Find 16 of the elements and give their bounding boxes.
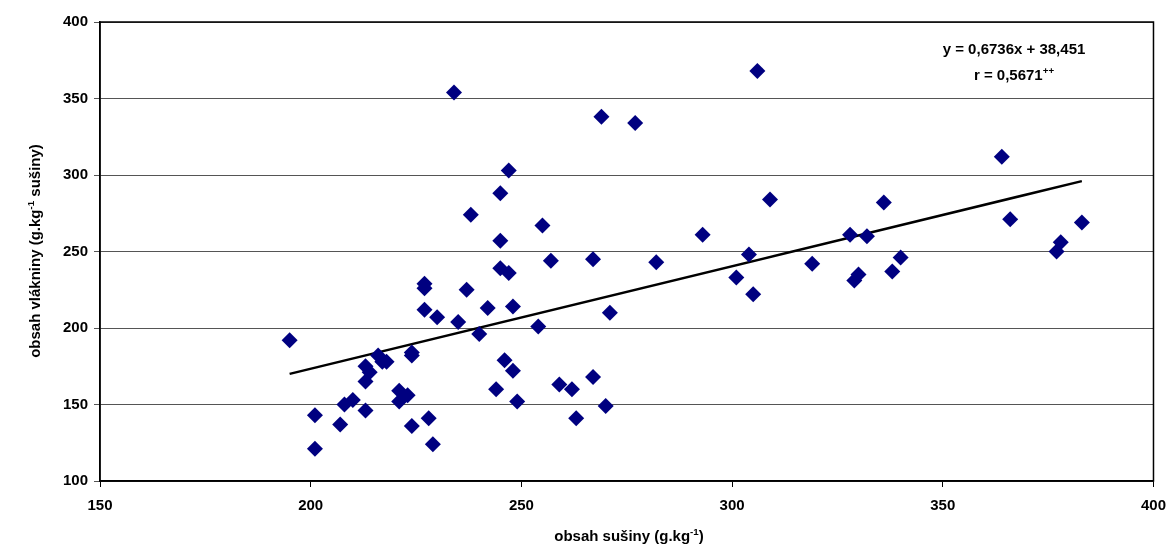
y-tick-label: 350 [62, 88, 88, 106]
y-tick-label: 400 [62, 12, 88, 30]
x-tick-label: 300 [719, 496, 745, 514]
y-tick-label: 100 [62, 471, 88, 489]
y-tick-label: 150 [62, 394, 88, 412]
annotation: y = 0,6736x + 38,451 [942, 40, 1086, 57]
x-tick-label: 200 [298, 496, 324, 514]
x-tick-label: 400 [1140, 496, 1166, 514]
y-tick-label: 200 [62, 318, 88, 336]
annotation: r = 0,5671$^{++}$ [973, 65, 1055, 83]
x-tick-label: 150 [87, 496, 113, 514]
y-tick-label: 250 [62, 241, 88, 259]
x-tick-label: 350 [930, 496, 956, 514]
x-tick-label: 250 [508, 496, 534, 514]
y-tick-label: 300 [62, 165, 88, 183]
x-axis-title: obsah sušiny (g.kg$^{-1}$) [553, 526, 705, 544]
